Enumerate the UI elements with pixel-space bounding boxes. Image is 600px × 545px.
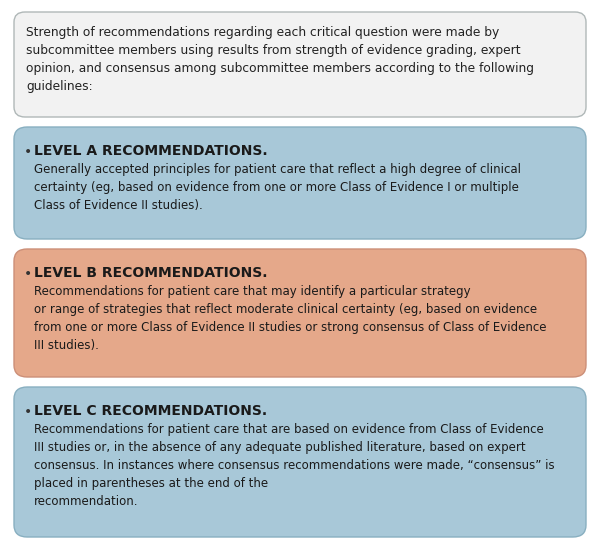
Text: •: • — [24, 405, 32, 419]
Text: LEVEL C RECOMMENDATIONS.: LEVEL C RECOMMENDATIONS. — [34, 404, 267, 418]
Text: Recommendations for patient care that may identify a particular strategy
or rang: Recommendations for patient care that ma… — [34, 285, 547, 352]
Text: •: • — [24, 145, 32, 159]
FancyBboxPatch shape — [14, 387, 586, 537]
Text: Strength of recommendations regarding each critical question were made by
subcom: Strength of recommendations regarding ea… — [26, 26, 534, 93]
FancyBboxPatch shape — [14, 12, 586, 117]
FancyBboxPatch shape — [14, 249, 586, 377]
Text: Generally accepted principles for patient care that reflect a high degree of cli: Generally accepted principles for patien… — [34, 163, 521, 212]
Text: LEVEL A RECOMMENDATIONS.: LEVEL A RECOMMENDATIONS. — [34, 144, 268, 158]
FancyBboxPatch shape — [14, 127, 586, 239]
Text: Recommendations for patient care that are based on evidence from Class of Eviden: Recommendations for patient care that ar… — [34, 423, 554, 508]
Text: •: • — [24, 267, 32, 281]
Text: LEVEL B RECOMMENDATIONS.: LEVEL B RECOMMENDATIONS. — [34, 266, 268, 280]
